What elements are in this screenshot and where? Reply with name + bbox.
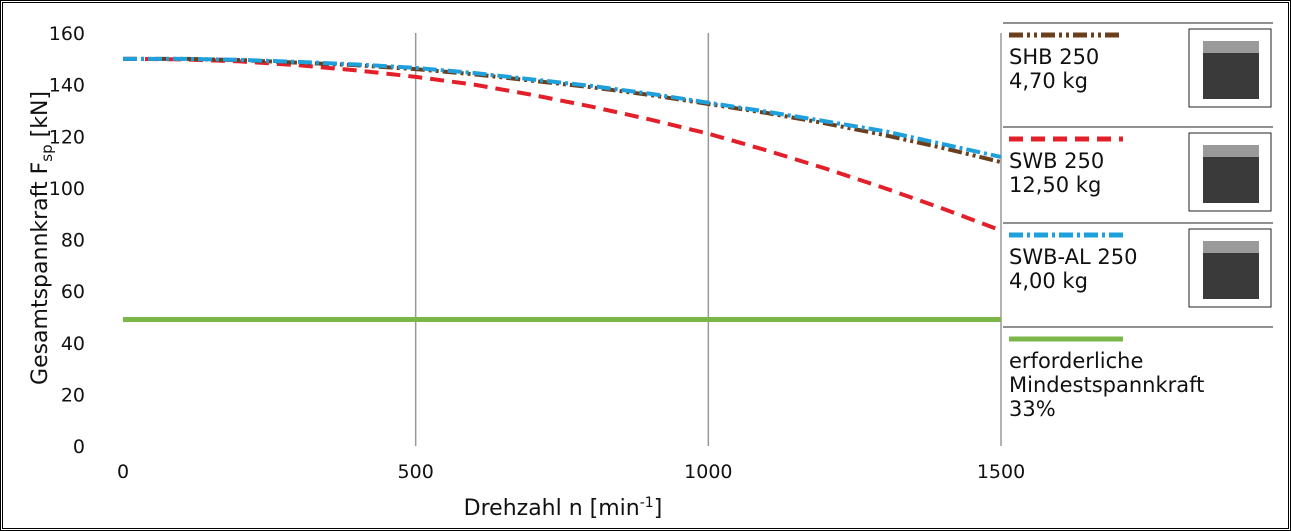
- x-axis-label-part: Drehzahl n [min: [464, 496, 640, 521]
- y-axis-label-sub: sp: [38, 144, 56, 161]
- series-line: [123, 56, 1002, 159]
- y-tick-label: 60: [61, 281, 85, 303]
- y-tick-label: 0: [73, 436, 85, 458]
- y-axis-label-part: [kN]: [28, 91, 53, 144]
- x-axis-label-part: ]: [654, 496, 663, 521]
- legend-label: SHB 250: [1009, 45, 1100, 69]
- product-top: [1203, 145, 1259, 157]
- series-line: [122, 56, 1002, 233]
- legend-weight: 4,00 kg: [1009, 269, 1088, 293]
- product-top: [1203, 241, 1259, 253]
- y-axis-label-part: Gesamtspannkraft F: [28, 162, 53, 385]
- y-tick-label: 120: [49, 126, 85, 148]
- x-axis-label-sup: -1: [640, 495, 654, 511]
- x-tick-label: 1000: [684, 461, 732, 483]
- legend-entry: SHB 250 4,70 kg: [1009, 45, 1099, 93]
- y-axis-label: Gesamtspannkraft Fsp [kN]: [28, 91, 56, 385]
- x-tick-label: 0: [117, 461, 129, 483]
- y-tick-label: 40: [61, 333, 85, 355]
- y-tick-label: 140: [49, 75, 85, 97]
- legend-label: SWB 250: [1009, 149, 1105, 173]
- x-tick-label: 500: [398, 461, 434, 483]
- x-tick-label: 1500: [977, 461, 1025, 483]
- y-tick-label: 20: [61, 384, 85, 406]
- series-line: [123, 56, 1002, 165]
- y-tick-label: 80: [61, 230, 85, 252]
- legend-label: SWB-AL 250: [1009, 245, 1138, 269]
- chart: Gesamtspannkraft Fsp [kN] Drehzahl n [mi…: [28, 22, 1273, 521]
- y-tick-label: 100: [49, 178, 85, 200]
- product-top: [1203, 41, 1259, 53]
- y-tick-label: 160: [49, 23, 85, 45]
- product-shape: [1203, 249, 1259, 299]
- legend-entry: SWB-AL 250 4,00 kg: [1009, 245, 1137, 293]
- legend-label: erforderliche Mindestspannkraft 33%: [1009, 349, 1205, 421]
- product-shape: [1203, 153, 1259, 203]
- legend-entry: erforderliche Mindestspannkraft 33%: [1009, 349, 1204, 421]
- legend-entry: SWB 250 12,50 kg: [1009, 149, 1104, 197]
- legend-weight: 4,70 kg: [1009, 69, 1088, 93]
- legend-weight: 12,50 kg: [1009, 173, 1102, 197]
- product-shape: [1203, 49, 1259, 99]
- x-axis-label: Drehzahl n [min-1]: [464, 495, 663, 521]
